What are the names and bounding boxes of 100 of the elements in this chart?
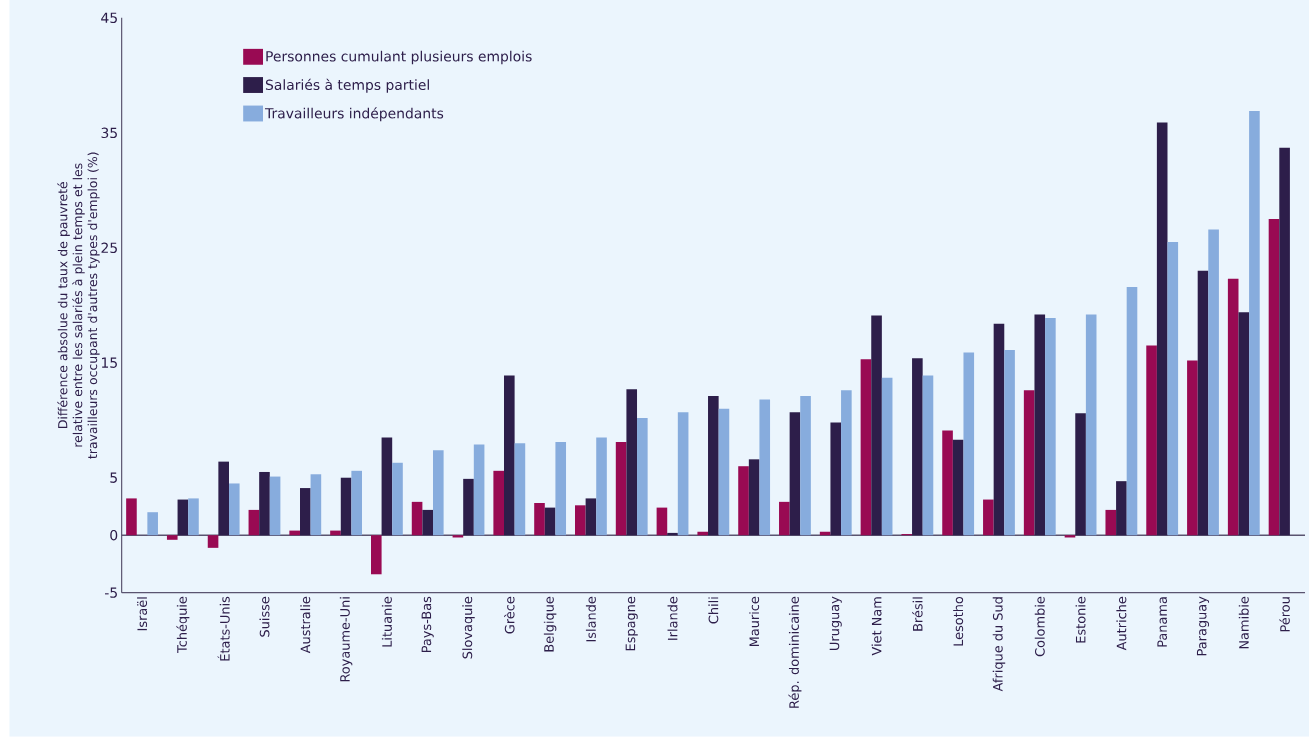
bar [575,505,586,536]
bar [952,439,964,536]
bar [708,396,719,536]
x-tick-label: Autriche [1116,597,1127,651]
bar [779,502,790,536]
x-tick-label: Suisse [259,597,270,637]
bar [299,488,311,536]
bar [615,442,627,536]
bar [1268,219,1280,536]
bar [555,442,567,536]
bar [514,443,526,536]
x-tick-label: Grèce [504,597,515,634]
bar [1249,111,1260,536]
bar [1146,345,1157,536]
bar [188,498,199,536]
bar [218,461,229,536]
bar [963,352,975,536]
bar [1197,270,1209,536]
y-axis-title: Différence absolue du taux de pauvreté relative entre les salariés à plein temps et les travailleurs occupant d'autres types d'emploi (%) [57,152,100,459]
bar [1075,413,1086,536]
bar [1187,360,1198,536]
bar [433,450,444,536]
bar [626,389,638,536]
bar [759,399,771,536]
bar [248,510,260,536]
x-tick-label: Maurice [749,597,760,647]
y-tick-label: 0 [110,530,118,541]
bar [942,430,953,536]
bar [983,499,994,536]
bar [422,510,433,536]
x-tick-label: Chili [708,597,719,624]
x-tick-label: Islande [585,597,596,642]
x-tick-label: Brésil [912,597,923,631]
bar [881,377,893,536]
x-tick-label: Colombie [1034,597,1045,657]
x-tick-label: Namibie [1238,597,1249,649]
bar [493,471,504,536]
bar [1045,318,1056,536]
x-tick-label: Viet Nam [871,597,882,656]
legend-label: Salariés à temps partiel [265,78,429,93]
bar [738,466,749,536]
bar [871,315,882,536]
x-tick-label: Pays-Bas [421,596,434,653]
bar [1126,287,1138,536]
bar [289,530,300,536]
bar [381,437,393,536]
bar [585,498,597,536]
bar [1105,510,1117,536]
x-tick-label: Tchéquie [176,597,190,654]
x-tick-label: Lituanie [381,597,392,647]
x-tick-label: Afrique du Sud [992,597,1006,692]
x-tick-label: Royaume-Uni [339,597,353,682]
x-tick-label: Paraguay [1196,596,1210,656]
y-tick-label: 15 [101,357,117,369]
legend-label: Travailleurs indépendants [264,107,444,122]
bar [841,390,852,536]
bar [1167,242,1179,536]
bar [993,323,1005,536]
bar [1034,314,1046,536]
bar [1238,312,1250,536]
bar [177,499,189,536]
bar [912,358,923,536]
y-tick-label: 25 [101,242,117,254]
bar [259,472,270,536]
x-tick-label: Slovaquie [462,597,475,659]
bar [310,474,322,536]
x-tick-label: Lesotho [953,597,964,646]
y-tick-label: 35 [101,127,117,139]
bar [748,459,760,536]
bar [677,412,689,536]
x-tick-label: Pérou [1279,597,1290,632]
y-tick-label: -5 [104,587,117,599]
bar [596,437,607,536]
bar [330,530,341,536]
bar [126,498,137,536]
bar [1227,279,1239,536]
bar [411,502,423,536]
bar [147,512,158,536]
bar [534,503,545,536]
x-tick-label: Rép. dominicaine [788,597,802,708]
x-tick-label: Estonie [1075,597,1086,643]
bar [1116,481,1127,536]
bar [340,477,352,536]
bar [1156,122,1168,536]
bar [269,476,281,536]
bar [370,535,382,575]
bar [860,359,872,536]
bar [1279,147,1290,536]
bar [718,408,730,536]
bar [544,507,556,536]
legend-label: Personnes cumulant plusieurs emplois [266,50,532,65]
bar [1023,390,1035,536]
x-tick-label: Irlande [667,597,678,641]
y-tick-label: 5 [110,472,117,484]
bar [637,418,648,536]
bar [504,375,515,536]
x-tick-label: Australie [300,597,311,654]
x-tick-label: Uruguay [829,596,842,651]
bar [789,412,801,536]
x-tick-label: États-Unis [217,597,230,661]
